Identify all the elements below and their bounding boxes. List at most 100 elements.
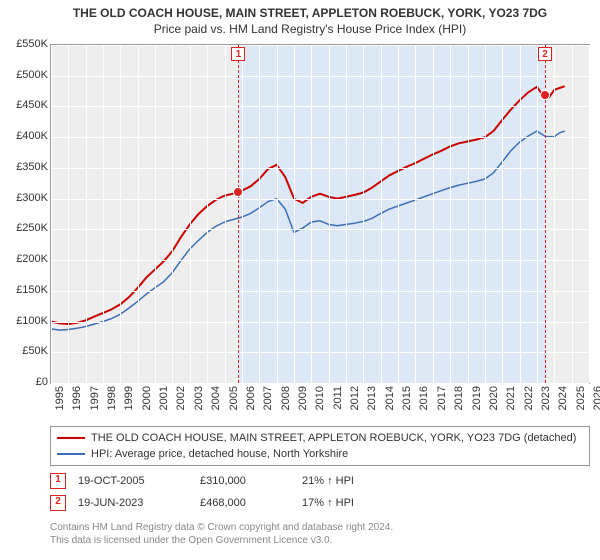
- gridline-vertical: [120, 45, 121, 383]
- gridline-horizontal: [51, 76, 589, 77]
- gridline-vertical: [277, 45, 278, 383]
- gridline-vertical: [225, 45, 226, 383]
- marker-dot: [233, 187, 243, 197]
- x-axis-label: 2019: [471, 386, 483, 410]
- legend-swatch: [57, 437, 85, 439]
- gridline-vertical: [572, 45, 573, 383]
- x-axis-label: 2020: [488, 386, 500, 410]
- chart-subtitle: Price paid vs. HM Land Registry's House …: [0, 22, 600, 36]
- transaction-date: 19-JUN-2023: [78, 497, 188, 509]
- transaction-row: 2 19-JUN-2023 £468,000 17% ↑ HPI: [50, 492, 590, 514]
- gridline-vertical: [502, 45, 503, 383]
- x-axis-label: 2005: [228, 386, 240, 410]
- gridline-vertical: [346, 45, 347, 383]
- marker-label-box: 2: [538, 47, 552, 61]
- y-axis-label: £50K: [6, 345, 48, 357]
- legend-item-price-paid: THE OLD COACH HOUSE, MAIN STREET, APPLET…: [57, 430, 583, 446]
- x-axis-label: 2023: [540, 386, 552, 410]
- gridline-horizontal: [51, 199, 589, 200]
- x-axis-label: 2015: [401, 386, 413, 410]
- x-axis-label: 2011: [332, 386, 344, 410]
- gridline-vertical: [242, 45, 243, 383]
- transaction-date: 19-OCT-2005: [78, 475, 188, 487]
- gridline-vertical: [589, 45, 590, 383]
- gridline-vertical: [433, 45, 434, 383]
- footnote-line: Contains HM Land Registry data © Crown c…: [50, 522, 393, 533]
- y-axis-label: £100K: [6, 315, 48, 327]
- gridline-vertical: [415, 45, 416, 383]
- legend-label: THE OLD COACH HOUSE, MAIN STREET, APPLET…: [91, 432, 576, 444]
- y-axis-label: £250K: [6, 222, 48, 234]
- gridline-horizontal: [51, 291, 589, 292]
- x-axis-label: 2024: [557, 386, 569, 410]
- x-axis-label: 1998: [106, 386, 118, 410]
- transaction-diff: 17% ↑ HPI: [302, 497, 422, 509]
- x-axis-label: 2012: [349, 386, 361, 410]
- gridline-vertical: [363, 45, 364, 383]
- gridline-vertical: [520, 45, 521, 383]
- gridline-vertical: [468, 45, 469, 383]
- y-axis-label: £550K: [6, 38, 48, 50]
- legend-label: HPI: Average price, detached house, Nort…: [91, 448, 348, 460]
- gridline-horizontal: [51, 229, 589, 230]
- transactions-table: 1 19-OCT-2005 £310,000 21% ↑ HPI 2 19-JU…: [50, 470, 590, 514]
- legend-item-hpi: HPI: Average price, detached house, Nort…: [57, 446, 583, 462]
- gridline-horizontal: [51, 322, 589, 323]
- y-axis-label: £300K: [6, 192, 48, 204]
- gridline-horizontal: [51, 45, 589, 46]
- gridline-vertical: [207, 45, 208, 383]
- transaction-marker-box: 1: [50, 473, 66, 489]
- x-axis-label: 2006: [245, 386, 257, 410]
- marker-dot: [540, 90, 550, 100]
- gridline-vertical: [259, 45, 260, 383]
- footnote-line: This data is licensed under the Open Gov…: [50, 535, 332, 546]
- x-axis-label: 2003: [193, 386, 205, 410]
- gridline-vertical: [51, 45, 52, 383]
- transaction-marker-box: 2: [50, 495, 66, 511]
- y-axis-label: £200K: [6, 253, 48, 265]
- x-axis-label: 2018: [453, 386, 465, 410]
- gridline-vertical: [86, 45, 87, 383]
- x-axis-label: 2007: [262, 386, 274, 410]
- x-axis-label: 2026: [592, 386, 600, 410]
- gridline-horizontal: [51, 106, 589, 107]
- x-axis-label: 2008: [280, 386, 292, 410]
- x-axis-label: 1996: [71, 386, 83, 410]
- x-axis-label: 2014: [384, 386, 396, 410]
- gridline-vertical: [103, 45, 104, 383]
- gridline-vertical: [190, 45, 191, 383]
- transaction-row: 1 19-OCT-2005 £310,000 21% ↑ HPI: [50, 470, 590, 492]
- gridline-horizontal: [51, 168, 589, 169]
- legend: THE OLD COACH HOUSE, MAIN STREET, APPLET…: [50, 426, 590, 466]
- x-axis-label: 2016: [418, 386, 430, 410]
- gridline-horizontal: [51, 352, 589, 353]
- marker-label-box: 1: [231, 47, 245, 61]
- chart-plot-area: 12: [50, 44, 590, 384]
- x-axis-label: 2000: [141, 386, 153, 410]
- gridline-vertical: [485, 45, 486, 383]
- x-axis-label: 2009: [297, 386, 309, 410]
- series-line-price_paid: [51, 86, 565, 324]
- transaction-diff: 21% ↑ HPI: [302, 475, 422, 487]
- x-axis-label: 2022: [523, 386, 535, 410]
- legend-swatch: [57, 453, 85, 455]
- y-axis-label: £350K: [6, 161, 48, 173]
- transaction-price: £468,000: [200, 497, 290, 509]
- gridline-vertical: [381, 45, 382, 383]
- gridline-horizontal: [51, 383, 589, 384]
- x-axis-label: 2004: [210, 386, 222, 410]
- footnote: Contains HM Land Registry data © Crown c…: [50, 522, 590, 547]
- gridline-vertical: [398, 45, 399, 383]
- x-axis-label: 2021: [505, 386, 517, 410]
- gridline-vertical: [172, 45, 173, 383]
- gridline-vertical: [537, 45, 538, 383]
- gridline-horizontal: [51, 137, 589, 138]
- gridline-vertical: [294, 45, 295, 383]
- x-axis-label: 2017: [436, 386, 448, 410]
- y-axis-label: £0: [6, 376, 48, 388]
- gridline-vertical: [68, 45, 69, 383]
- gridline-horizontal: [51, 260, 589, 261]
- y-axis-label: £400K: [6, 130, 48, 142]
- chart-lines: [51, 45, 589, 383]
- gridline-vertical: [450, 45, 451, 383]
